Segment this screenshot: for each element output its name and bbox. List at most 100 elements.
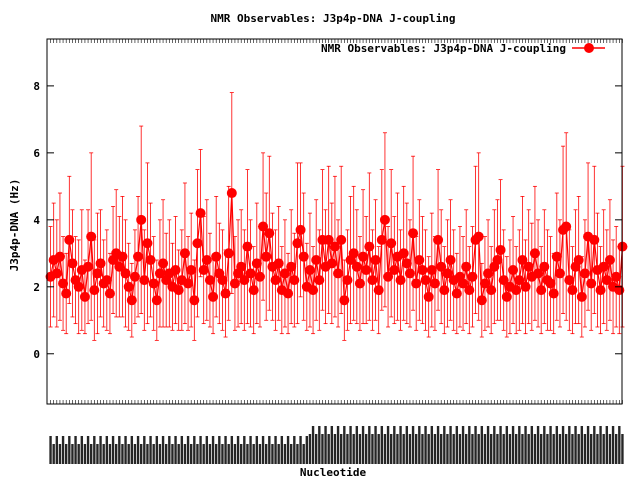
data-point bbox=[217, 275, 228, 286]
data-point bbox=[192, 238, 203, 249]
data-point bbox=[436, 261, 447, 272]
x-tick-label-glyph bbox=[149, 436, 152, 464]
data-point bbox=[148, 278, 159, 289]
data-point bbox=[408, 228, 419, 239]
x-tick-label-glyph bbox=[161, 436, 165, 464]
x-tick-label-glyph bbox=[183, 444, 187, 464]
x-tick-label-glyph bbox=[246, 444, 249, 464]
data-point bbox=[439, 285, 450, 296]
data-point bbox=[442, 268, 453, 279]
x-tick-label-glyph bbox=[530, 426, 534, 464]
x-tick-label-glyph bbox=[564, 434, 568, 464]
x-tick-label-glyph bbox=[99, 436, 102, 464]
data-point bbox=[445, 255, 456, 266]
x-tick-label-glyph bbox=[124, 436, 127, 464]
data-point bbox=[536, 285, 547, 296]
data-point bbox=[189, 295, 200, 306]
x-tick-label-glyph bbox=[146, 444, 149, 464]
x-tick-label-glyph bbox=[349, 426, 352, 464]
x-tick-label-glyph bbox=[261, 436, 265, 464]
x-tick-label-glyph bbox=[402, 434, 405, 464]
x-tick-label-glyph bbox=[405, 426, 409, 464]
data-point bbox=[139, 275, 150, 286]
data-point bbox=[333, 268, 344, 279]
data-point bbox=[451, 288, 462, 299]
data-point bbox=[208, 291, 219, 302]
x-tick-label-glyph bbox=[505, 426, 509, 464]
x-tick-label-glyph bbox=[299, 436, 302, 464]
data-point bbox=[117, 251, 128, 262]
data-point bbox=[486, 285, 497, 296]
data-point bbox=[295, 224, 306, 235]
x-tick-label-glyph bbox=[368, 426, 371, 464]
plot-layer bbox=[45, 92, 628, 341]
x-tick-label-glyph bbox=[480, 426, 484, 464]
y-tick-label: 8 bbox=[33, 80, 40, 93]
data-points bbox=[45, 188, 628, 306]
data-point bbox=[351, 261, 362, 272]
x-tick-label-glyph bbox=[408, 434, 412, 464]
data-point bbox=[361, 265, 372, 276]
data-point bbox=[289, 275, 300, 286]
chart-title: NMR Observables: J3p4p-DNA J-coupling bbox=[210, 12, 455, 25]
data-point bbox=[514, 275, 525, 286]
x-tick-label-glyph bbox=[74, 436, 77, 464]
plot-frame bbox=[46, 38, 623, 405]
data-point bbox=[383, 271, 394, 282]
x-tick-label-glyph bbox=[164, 444, 168, 464]
data-point bbox=[142, 238, 153, 249]
x-tick-label-glyph bbox=[552, 434, 555, 464]
data-point bbox=[379, 214, 390, 225]
x-tick-label-glyph bbox=[286, 436, 290, 464]
x-tick-label-glyph bbox=[414, 434, 418, 464]
x-tick-label-glyph bbox=[439, 434, 443, 464]
x-tick-label-glyph bbox=[127, 444, 130, 464]
data-point bbox=[386, 238, 397, 249]
x-tick-label-glyph bbox=[189, 444, 193, 464]
data-point bbox=[186, 265, 197, 276]
data-point bbox=[404, 268, 415, 279]
data-point bbox=[464, 285, 475, 296]
x-tick-label-glyph bbox=[546, 434, 549, 464]
x-tick-label-glyph bbox=[268, 436, 271, 464]
data-point bbox=[54, 251, 65, 262]
x-tick-label-glyph bbox=[399, 426, 402, 464]
x-tick-label-glyph bbox=[339, 434, 343, 464]
x-tick-label-glyph bbox=[443, 426, 446, 464]
data-point bbox=[564, 275, 575, 286]
data-point bbox=[520, 281, 531, 292]
x-tick-label-glyph bbox=[49, 436, 52, 464]
data-point bbox=[223, 248, 234, 259]
data-point bbox=[373, 285, 384, 296]
data-point bbox=[73, 281, 84, 292]
x-tick-label-glyph bbox=[64, 444, 68, 464]
data-point bbox=[511, 285, 522, 296]
x-tick-label-glyph bbox=[418, 426, 421, 464]
data-point bbox=[423, 291, 434, 302]
data-point bbox=[86, 231, 97, 242]
x-tick-label-glyph bbox=[486, 426, 490, 464]
x-tick-label-glyph bbox=[589, 434, 593, 464]
data-point bbox=[170, 265, 181, 276]
data-point bbox=[323, 234, 334, 245]
data-point bbox=[561, 221, 572, 232]
x-tick-label-glyph bbox=[277, 444, 280, 464]
x-tick-label-glyph bbox=[308, 434, 312, 464]
x-tick-label-glyph bbox=[605, 426, 609, 464]
x-tick-label-glyph bbox=[496, 434, 499, 464]
data-point bbox=[279, 268, 290, 279]
data-point bbox=[126, 295, 137, 306]
x-tick-label-glyph bbox=[380, 426, 384, 464]
x-tick-label-glyph bbox=[561, 426, 565, 464]
data-point bbox=[236, 261, 247, 272]
data-point bbox=[483, 268, 494, 279]
data-point bbox=[270, 275, 281, 286]
x-tick-label-glyph bbox=[521, 434, 524, 464]
data-point bbox=[273, 258, 284, 269]
x-tick-label-glyph bbox=[252, 444, 255, 464]
x-tick-label-glyph bbox=[168, 436, 171, 464]
data-point bbox=[508, 265, 519, 276]
x-tick-label-glyph bbox=[502, 434, 505, 464]
